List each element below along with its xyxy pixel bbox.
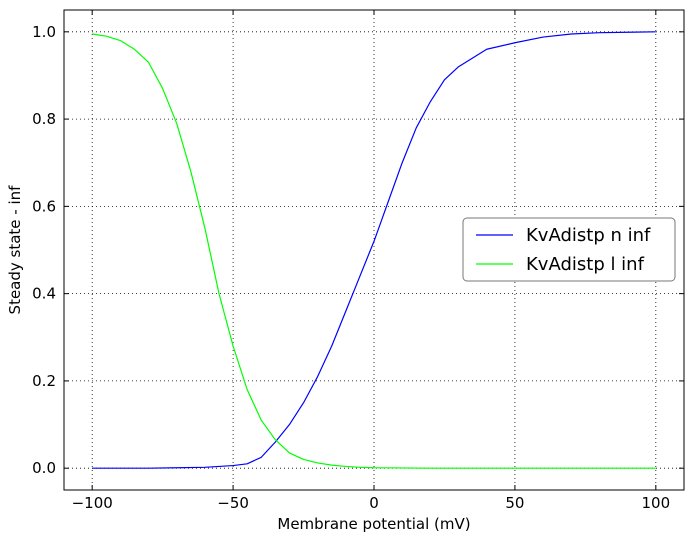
axis-ticks: −100 −50 0 50 100 0.0 0.2 0.4 0.6 0.8 1.0 <box>32 10 684 512</box>
x-axis-label: Membrane potential (mV) <box>277 515 470 533</box>
x-tick-label: 50 <box>505 494 524 512</box>
x-tick-label: 100 <box>641 494 670 512</box>
series-line-n-inf <box>92 31 656 469</box>
legend: KvAdistp n inf KvAdistp l inf <box>462 217 676 282</box>
series-layer <box>92 31 656 469</box>
legend-label-n-inf: KvAdistp n inf <box>526 225 651 246</box>
series-line-l-inf <box>92 33 656 469</box>
x-tick-label: 0 <box>369 494 379 512</box>
y-tick-label: 0.0 <box>32 459 56 477</box>
grid-lines <box>64 10 684 490</box>
legend-label-l-inf: KvAdistp l inf <box>526 254 645 275</box>
y-axis-label: Steady state - inf <box>6 185 24 315</box>
y-tick-label: 0.4 <box>32 285 56 303</box>
x-tick-label: −50 <box>217 494 249 512</box>
y-tick-label: 0.2 <box>32 372 56 390</box>
y-tick-label: 1.0 <box>32 23 56 41</box>
legend-box <box>462 217 676 282</box>
x-tick-label: −100 <box>72 494 113 512</box>
y-tick-label: 0.6 <box>32 197 56 215</box>
y-tick-label: 0.8 <box>32 110 56 128</box>
